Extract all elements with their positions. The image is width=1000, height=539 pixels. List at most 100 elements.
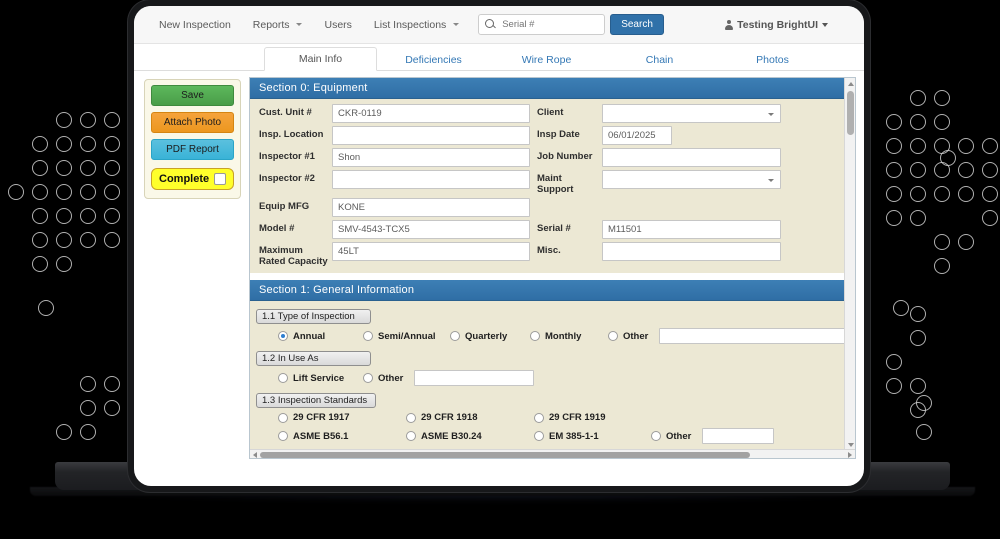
decorative-circle: [32, 208, 48, 224]
radio-icon[interactable]: [363, 331, 373, 341]
decorative-circle: [80, 136, 96, 152]
section0-body: Cust. Unit # CKR-0119 Client Insp. Locat…: [250, 99, 855, 273]
radio-icon[interactable]: [278, 331, 288, 341]
scroll-down-arrow-icon[interactable]: [847, 443, 854, 447]
insp-date-label: Insp Date: [537, 129, 580, 140]
pdf-report-button[interactable]: PDF Report: [151, 139, 234, 160]
decorative-circle: [32, 160, 48, 176]
radio-icon[interactable]: [530, 331, 540, 341]
decorative-circle: [934, 90, 950, 106]
radio-29cfr1917[interactable]: 29 CFR 1917: [278, 412, 406, 423]
tab-wire-rope[interactable]: Wire Rope: [490, 49, 603, 71]
model-input[interactable]: SMV-4543-TCX5: [332, 220, 530, 239]
serial-input[interactable]: M11501: [602, 220, 781, 239]
nav-list-inspections[interactable]: List Inspections: [363, 13, 470, 37]
radio-icon[interactable]: [278, 431, 288, 441]
radio-monthly[interactable]: Monthly: [530, 331, 608, 342]
radio-other-inuse[interactable]: Other: [363, 370, 535, 386]
insp-date-input[interactable]: 06/01/2025: [602, 126, 672, 145]
misc-input[interactable]: [602, 242, 781, 261]
complete-checkbox[interactable]: [214, 173, 226, 185]
job-number-input[interactable]: [602, 148, 781, 167]
nav-new-inspection[interactable]: New Inspection: [148, 13, 242, 37]
decorative-circle: [958, 186, 974, 202]
radio-icon[interactable]: [406, 412, 416, 423]
inspector1-input[interactable]: Shon: [332, 148, 530, 167]
decorative-circle: [910, 162, 926, 178]
tab-main-info-label: Main Info: [298, 53, 343, 65]
radio-other-standard[interactable]: Other: [651, 428, 775, 444]
form-scroll-area: Section 0: Equipment Cust. Unit # CKR-01…: [250, 78, 855, 451]
radio-icon[interactable]: [278, 373, 288, 383]
scroll-right-arrow-icon[interactable]: [848, 452, 852, 458]
tab-chain[interactable]: Chain: [603, 49, 716, 71]
complete-toggle[interactable]: Complete: [151, 168, 234, 190]
radio-icon[interactable]: [651, 431, 661, 441]
radio-icon[interactable]: [363, 373, 373, 383]
other-standard-input[interactable]: [702, 428, 775, 444]
decorative-circle: [80, 208, 96, 224]
search-box[interactable]: [478, 14, 606, 35]
other-inspection-input[interactable]: [659, 328, 849, 344]
max-capacity-input[interactable]: 45LT: [332, 242, 530, 261]
search-input[interactable]: [500, 18, 599, 31]
decorative-circle: [56, 208, 72, 224]
decorative-circle: [886, 378, 902, 394]
search-button[interactable]: Search: [610, 14, 664, 35]
nav-reports[interactable]: Reports: [242, 13, 314, 37]
radio-em385-1-1[interactable]: EM 385-1-1: [534, 431, 651, 442]
radio-icon[interactable]: [278, 412, 288, 423]
nav-users[interactable]: Users: [313, 13, 362, 37]
decorative-circle: [934, 186, 950, 202]
horizontal-scrollbar-thumb[interactable]: [260, 451, 750, 458]
radio-icon[interactable]: [608, 331, 618, 341]
decorative-circle: [910, 378, 926, 394]
radio-em385-1-1-label: EM 385-1-1: [549, 430, 599, 442]
radio-semi-annual[interactable]: Semi/Annual: [363, 331, 450, 342]
user-icon: [725, 19, 734, 30]
insp-location-input[interactable]: [332, 126, 530, 145]
user-menu[interactable]: Testing BrightUI: [725, 19, 850, 31]
radio-29cfr1919[interactable]: 29 CFR 1919: [534, 412, 606, 423]
client-select[interactable]: [602, 104, 781, 123]
other-inuse-input[interactable]: [414, 370, 535, 386]
inspector2-label: Inspector #2: [259, 173, 315, 184]
inspector2-input[interactable]: [332, 170, 530, 189]
tab-chain-label: Chain: [645, 54, 674, 66]
radio-asme-b30-24[interactable]: ASME B30.24: [406, 431, 534, 442]
radio-other-inspection[interactable]: Other: [608, 328, 849, 344]
radio-icon[interactable]: [534, 412, 544, 423]
attach-photo-button[interactable]: Attach Photo: [151, 112, 234, 133]
scroll-left-arrow-icon[interactable]: [253, 452, 257, 458]
scroll-up-arrow-icon[interactable]: [847, 82, 854, 86]
decorative-circle: [886, 138, 902, 154]
radio-icon[interactable]: [450, 331, 460, 341]
radio-monthly-label: Monthly: [545, 330, 582, 342]
radio-29cfr1918[interactable]: 29 CFR 1918: [406, 412, 534, 423]
decorative-circle: [958, 234, 974, 250]
decorative-circle: [916, 424, 932, 440]
equip-mfg-input[interactable]: KONE: [332, 198, 530, 217]
decorative-circle: [80, 424, 96, 440]
radio-annual[interactable]: Annual: [278, 331, 363, 342]
save-button[interactable]: Save: [151, 85, 234, 106]
maint-support-select[interactable]: [602, 170, 781, 189]
radio-asme-b56-1[interactable]: ASME B56.1: [278, 431, 406, 442]
decorative-circle: [104, 400, 120, 416]
vertical-scrollbar[interactable]: [844, 78, 855, 451]
cust-unit-label: Cust. Unit #: [259, 107, 312, 118]
group-1-2-heading: 1.2 In Use As: [256, 351, 371, 366]
cust-unit-input[interactable]: CKR-0119: [332, 104, 530, 123]
radio-icon[interactable]: [406, 431, 416, 441]
radio-lift-service[interactable]: Lift Service: [278, 373, 363, 384]
group-1-3-options-row2: ASME B56.1 ASME B30.24 EM 385-1-1: [256, 427, 849, 448]
radio-quarterly-label: Quarterly: [465, 330, 508, 342]
decorative-circle: [886, 186, 902, 202]
tab-main-info[interactable]: Main Info: [264, 47, 377, 71]
tab-photos[interactable]: Photos: [716, 49, 829, 71]
radio-icon[interactable]: [534, 431, 544, 441]
horizontal-scrollbar[interactable]: [250, 449, 855, 458]
radio-quarterly[interactable]: Quarterly: [450, 331, 530, 342]
vertical-scrollbar-thumb[interactable]: [847, 91, 854, 135]
tab-deficiencies[interactable]: Deficiencies: [377, 49, 490, 71]
